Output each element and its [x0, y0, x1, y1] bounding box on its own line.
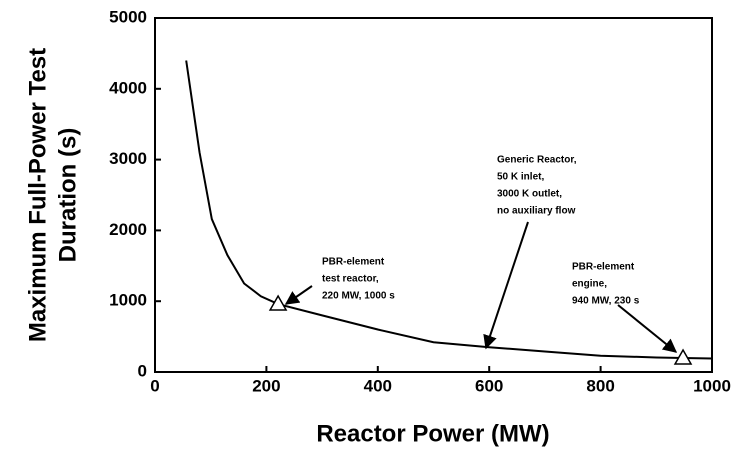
annotation: no auxiliary flow — [497, 206, 576, 217]
annotation: 3000 K outlet, — [497, 189, 562, 200]
annotation: 220 MW, 1000 s — [322, 291, 395, 302]
triangle-marker — [673, 348, 693, 365]
y-tick-label: 5000 — [109, 7, 147, 26]
annotation-arrow — [284, 285, 313, 305]
x-tick-label: 400 — [364, 376, 392, 395]
annotation-arrow — [483, 221, 529, 350]
annotation: PBR-element — [322, 257, 385, 268]
x-axis-label: Reactor Power (MW) — [316, 420, 549, 447]
line — [185, 60, 713, 360]
annotation-arrow — [617, 304, 678, 353]
y-tick-label: 3000 — [109, 149, 147, 168]
annotation: 940 MW, 230 s — [572, 296, 640, 307]
y-tick-label: 0 — [138, 361, 147, 380]
triangle-marker — [268, 294, 288, 311]
y-tick-label: 4000 — [109, 78, 147, 97]
x-tick-label: 200 — [252, 376, 280, 395]
x-tick-label: 0 — [150, 376, 159, 395]
annotation: 50 K inlet, — [497, 172, 544, 183]
plot-frame — [154, 17, 713, 373]
annotation: PBR-element — [572, 262, 635, 273]
annotation: engine, — [572, 279, 607, 290]
x-tick-label: 800 — [586, 376, 614, 395]
x-tick-label: 600 — [475, 376, 503, 395]
y-axis-label-line: Maximum Full-Power Test — [24, 48, 51, 342]
y-axis-label-line: Duration (s) — [54, 128, 81, 263]
x-tick-label: 1000 — [693, 376, 731, 395]
annotation: test reactor, — [322, 274, 379, 285]
annotation: Generic Reactor, — [497, 155, 577, 166]
y-tick-label: 2000 — [109, 220, 147, 239]
y-axis-label: Maximum Full-Power Test Duration (s) — [24, 48, 81, 342]
y-tick-label: 1000 — [109, 291, 147, 310]
